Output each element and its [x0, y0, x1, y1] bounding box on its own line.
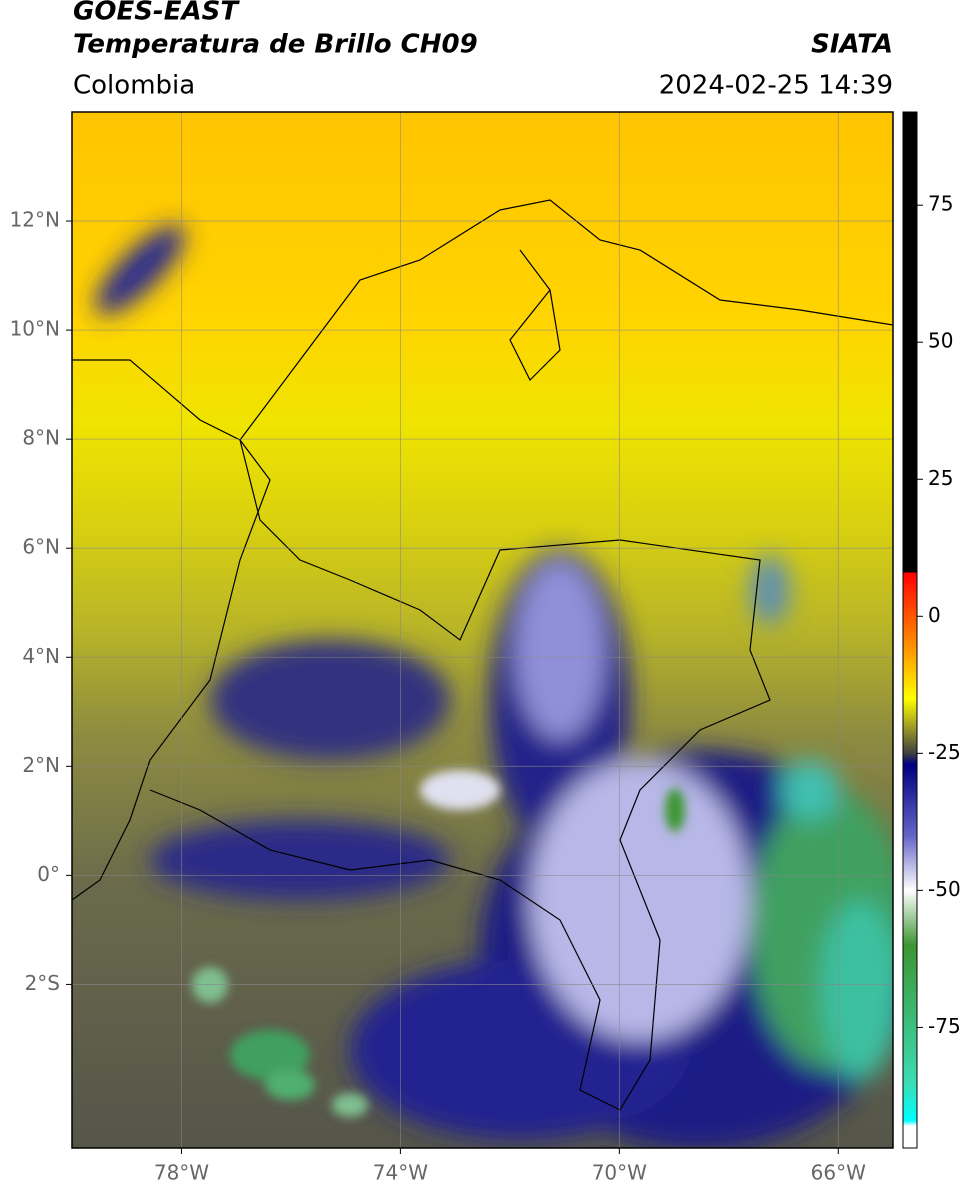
x-tick-label: 78°W — [154, 1161, 209, 1185]
colorbar-tick-label: 75 — [928, 192, 953, 216]
colorbar-tick-label: 50 — [928, 329, 953, 353]
grid — [72, 112, 893, 1148]
y-tick-label: 10°N — [10, 317, 60, 341]
y-tick-label: 2°N — [22, 753, 60, 777]
source: SIATA — [811, 30, 893, 60]
colorbar-tick-label: 0 — [928, 603, 941, 627]
map-frame — [71, 111, 894, 1149]
subtitle: Temperatura de Brillo CH09 — [73, 30, 478, 60]
colorbar-tick-label: -50 — [928, 877, 961, 901]
title: GOES-EAST — [73, 0, 240, 27]
x-tick-label: 66°W — [811, 1161, 866, 1185]
x-tick-label: 74°W — [373, 1161, 428, 1185]
datetime: 2024-02-25 14:39 — [659, 71, 893, 101]
colorbar-tick-label: -25 — [928, 740, 961, 764]
y-tick-label: 0° — [37, 862, 60, 886]
y-tick-label: 2°S — [25, 971, 60, 995]
colorbar — [902, 111, 918, 1149]
colorbar-tick-label: 25 — [928, 466, 953, 490]
region: Colombia — [73, 71, 195, 101]
y-tick-label: 12°N — [10, 208, 60, 232]
satellite-image — [72, 112, 893, 1148]
colorbar-tick-label: -75 — [928, 1014, 961, 1038]
y-tick-label: 6°N — [22, 535, 60, 559]
y-tick-label: 8°N — [22, 426, 60, 450]
x-tick-label: 70°W — [592, 1161, 647, 1185]
y-tick-label: 4°N — [22, 644, 60, 668]
